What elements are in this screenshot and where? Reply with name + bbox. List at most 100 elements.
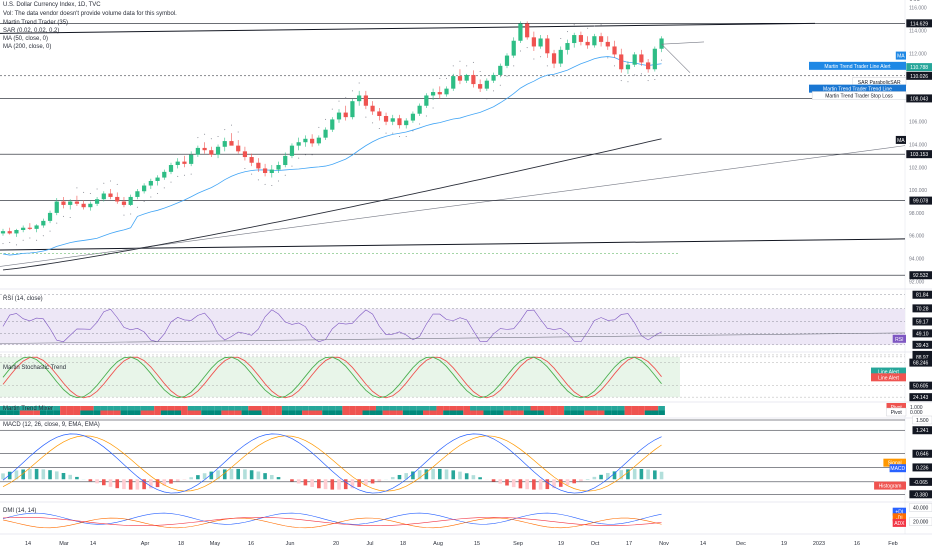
candle-body (95, 199, 99, 204)
macd-histogram-bar (505, 479, 509, 485)
macd-histogram-bar (498, 479, 502, 483)
sar-dot (117, 184, 118, 185)
macd-histogram-bar (492, 479, 496, 481)
legend-sar[interactable]: SAR (0.02, 0.02, 0.2) (3, 28, 59, 34)
mtt-bar-bottom (74, 411, 81, 416)
mtt-bar-bottom (302, 411, 309, 416)
mtt-bar-top (161, 406, 168, 411)
sar-dot (399, 136, 400, 137)
sar-dot (231, 125, 232, 126)
candle-body (8, 231, 12, 233)
mtt-bar-top (275, 406, 282, 411)
mtt-bar-top (625, 406, 632, 411)
mtt-bar-bottom (208, 411, 215, 416)
macd-histogram-bar (297, 479, 301, 483)
pane-title-macd[interactable]: MACD (12, 26, close, 9, EMA, EMA) (3, 422, 100, 428)
mtt-bar-bottom (315, 411, 322, 416)
ma200-line (3, 139, 662, 270)
sar-dot (291, 166, 292, 167)
candle-body (155, 178, 159, 181)
legend-mtt[interactable]: Martin Trend Trader (35) (3, 20, 68, 26)
candle-body (256, 163, 260, 169)
macd-histogram-bar (398, 475, 402, 479)
legend-symbol[interactable]: U.S. Dollar Currency Index, 1D, TVC (3, 2, 101, 8)
price-level-tag-3-label: 110.026 (910, 74, 928, 80)
macd-histogram-bar (257, 472, 261, 480)
sar-dot (648, 80, 649, 81)
mtt-bar-top (403, 406, 410, 411)
mtt-bar-top (638, 406, 645, 411)
candle-body (68, 202, 72, 205)
candle-body (626, 65, 630, 70)
mtt-bar-bottom (134, 411, 141, 416)
mtt-bar-top (302, 406, 309, 411)
candle-body (438, 92, 442, 94)
candle-body (498, 66, 502, 75)
candle-body (444, 89, 448, 95)
candle-body (458, 76, 462, 81)
trendline-upper (0, 23, 815, 33)
trendline-mid (0, 146, 905, 267)
candle-body (216, 147, 220, 155)
mtt-bar-bottom (571, 411, 578, 416)
mtt-bar-bottom (87, 411, 94, 416)
candle-body (41, 221, 45, 226)
stoch-level-tag-4-label: 24.143 (913, 395, 929, 401)
mtt-bar-bottom (67, 411, 74, 416)
mtt-bar-top (289, 406, 296, 411)
mtt-bar-top (127, 406, 134, 411)
time-tick-label-4: 18 (178, 541, 184, 547)
sar-dot (352, 90, 353, 91)
candle-body (565, 43, 569, 50)
mtt-bar-top (336, 406, 343, 411)
macd-histogram-bar (512, 479, 516, 487)
mtt-bar-top (551, 406, 558, 411)
macd-histogram-bar (593, 477, 597, 479)
sar-dot (419, 123, 420, 124)
mtt-bar-bottom (436, 411, 443, 416)
sar-dot (513, 65, 514, 66)
sar-dot (520, 51, 521, 52)
mtt-bar-top (329, 406, 336, 411)
mtt-bar-top (591, 406, 598, 411)
price-level-tag-2-label: 110.788 (910, 65, 928, 71)
sar-dot (359, 82, 360, 83)
candle-body (236, 146, 240, 152)
sar-dot (459, 61, 460, 62)
candle-body (592, 36, 596, 45)
mtt-bar-bottom (215, 411, 222, 416)
mtt-bar-bottom (60, 411, 67, 416)
mtt-bar-top (383, 406, 390, 411)
mtt-bar-bottom (168, 411, 175, 416)
mtt-bar-bottom (349, 411, 356, 416)
mtt-bar-top (154, 406, 161, 411)
pane-title-mtt[interactable]: Martin Trend Mixer (3, 406, 53, 412)
macd-level-tag-4-label: -0.065 (914, 480, 928, 486)
mtt-bar-bottom (275, 411, 282, 416)
mtt-bar-top (443, 406, 450, 411)
legend-ma200[interactable]: MA (200, close, 0) (3, 44, 51, 50)
mtt-bar-bottom (403, 411, 410, 416)
macd-histogram-bar (378, 479, 382, 481)
sar-dot (654, 79, 655, 80)
pane-title-dmi[interactable]: DMI (14, 14) (3, 508, 36, 514)
mtt-bar-top (309, 406, 316, 411)
mtt-bar-top (141, 406, 148, 411)
pane-title-stoch[interactable]: Martin Stochastic Trend (3, 365, 66, 371)
sar-dot (171, 182, 172, 183)
candle-body (559, 50, 563, 64)
pane-title-rsi[interactable]: RSI (14, close) (3, 296, 43, 302)
legend-ma50[interactable]: MA (50, close, 0) (3, 36, 48, 42)
candle-body (290, 146, 294, 156)
rsi-level-tag-0-label: 81.84 (916, 293, 929, 299)
candle-body (612, 46, 616, 54)
sar-dot (372, 122, 373, 123)
mtt-bar-bottom (282, 411, 289, 416)
projection-down (662, 44, 690, 73)
sar-dot (76, 187, 77, 188)
macd-histogram-bar (129, 479, 133, 489)
sar-dot (547, 65, 548, 66)
mtt-bar-bottom (383, 411, 390, 416)
mtt-bar-bottom (174, 411, 181, 416)
